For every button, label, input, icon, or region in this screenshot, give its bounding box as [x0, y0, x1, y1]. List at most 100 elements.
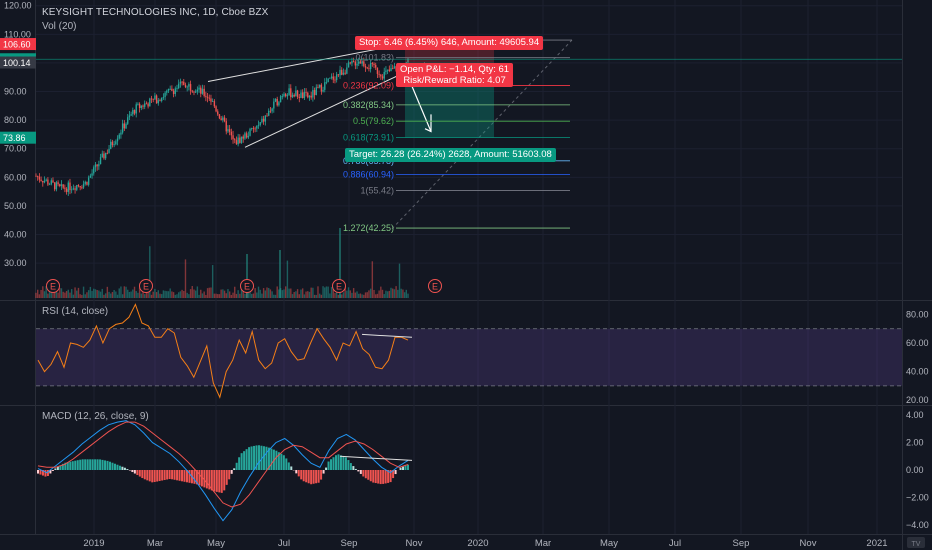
candle-body	[375, 64, 377, 68]
volume-bar	[315, 294, 317, 298]
y-tick-label: 90.00	[4, 87, 27, 97]
macd-histogram-bar	[349, 463, 352, 470]
candle-body	[307, 92, 309, 98]
volume-bar	[397, 289, 399, 298]
candle-body	[174, 88, 176, 94]
volume-bar	[36, 289, 39, 298]
candle-body	[354, 61, 357, 66]
volume-bar	[188, 294, 190, 298]
macd-histogram-bar	[290, 466, 293, 470]
volume-bar	[149, 246, 151, 298]
candle-body	[274, 98, 277, 102]
volume-bar	[392, 288, 394, 298]
volume-bar	[261, 293, 263, 298]
macd-histogram-bar	[104, 460, 107, 470]
volume-bar	[240, 289, 243, 298]
candle-body	[101, 153, 103, 158]
candle-body	[290, 88, 292, 98]
volume-bar	[210, 287, 212, 298]
macd-histogram-bar	[327, 461, 330, 470]
macd-histogram-bar	[193, 470, 196, 484]
volume-bar	[303, 294, 306, 298]
volume-bar	[273, 294, 275, 298]
candle-body	[257, 125, 260, 126]
volume-bar	[166, 291, 168, 298]
macd-histogram-bar	[334, 455, 337, 470]
candle-body	[50, 180, 52, 185]
macd-histogram-bar	[113, 463, 116, 470]
macd-histogram-bar	[54, 468, 57, 470]
candle-body	[251, 128, 253, 129]
volume-bar	[94, 289, 97, 298]
macd-tick-label: 4.00	[906, 410, 924, 420]
volume-bar	[127, 289, 129, 298]
volume-bar	[271, 291, 273, 298]
candle-body	[169, 88, 171, 90]
candle-body	[256, 125, 258, 129]
macd-histogram-bar	[392, 470, 395, 479]
volume-bar	[171, 291, 173, 298]
candle-body	[160, 97, 163, 101]
chart-title: KEYSIGHT TECHNOLOGIES INC, 1D, Cboe BZX	[42, 7, 269, 18]
macd-histogram-bar	[342, 456, 345, 470]
volume-bar	[62, 291, 64, 298]
macd-histogram-bar	[203, 470, 206, 488]
candle-body	[386, 69, 389, 71]
y-tick-label: 50.00	[4, 201, 27, 211]
macd-histogram-bar	[133, 470, 136, 474]
candle-body	[208, 97, 210, 99]
candle-body	[337, 74, 340, 76]
candle-body	[206, 96, 209, 98]
x-tick-label: Jul	[278, 538, 290, 549]
volume-bar	[317, 286, 319, 298]
candle-body	[82, 183, 85, 188]
macd-histogram-bar	[238, 457, 241, 470]
candle-body	[121, 123, 124, 133]
candle-body	[213, 101, 216, 107]
candle-body	[376, 67, 379, 74]
macd-histogram-bar	[258, 445, 261, 470]
volume-bar	[378, 290, 380, 298]
candle-body	[366, 67, 368, 69]
candle-body	[96, 164, 98, 167]
macd-histogram-bar	[173, 470, 176, 480]
macd-histogram-bar	[374, 470, 377, 484]
volume-bar	[329, 293, 331, 298]
macd-histogram-bar	[377, 470, 380, 484]
volume-bar	[115, 291, 117, 298]
candle-body	[228, 129, 231, 132]
volume-label: Vol (20)	[42, 21, 77, 32]
candle-body	[369, 63, 372, 70]
volume-bar	[291, 294, 294, 298]
candle-body	[279, 96, 282, 103]
candle-body	[138, 103, 141, 108]
x-tick-label: Mar	[147, 538, 163, 549]
volume-bar	[358, 293, 360, 298]
volume-bar	[254, 288, 256, 298]
macd-histogram-bar	[407, 464, 409, 470]
volume-bar	[351, 292, 353, 298]
volume-bar	[103, 294, 105, 298]
volume-bar	[179, 291, 182, 298]
macd-histogram-bar	[188, 470, 191, 483]
candle-body	[103, 153, 105, 159]
macd-histogram-bar	[267, 447, 270, 470]
volume-bar	[64, 292, 66, 298]
volume-bar	[200, 289, 202, 298]
macd-histogram-bar	[357, 470, 360, 472]
volume-bar	[118, 288, 120, 298]
candle-body	[310, 95, 312, 98]
volume-bar	[344, 287, 346, 298]
volume-bar	[152, 291, 154, 298]
candle-body	[363, 61, 365, 67]
volume-bar	[284, 286, 287, 298]
candle-body	[373, 63, 375, 65]
volume-bar	[186, 292, 188, 298]
macd-histogram-bar	[168, 470, 171, 480]
volume-bar	[130, 291, 132, 298]
macd-histogram-bar	[181, 470, 184, 482]
volume-bar	[375, 294, 377, 298]
candle-body	[205, 95, 207, 97]
volume-bar	[298, 294, 300, 298]
candle-body	[86, 181, 88, 185]
